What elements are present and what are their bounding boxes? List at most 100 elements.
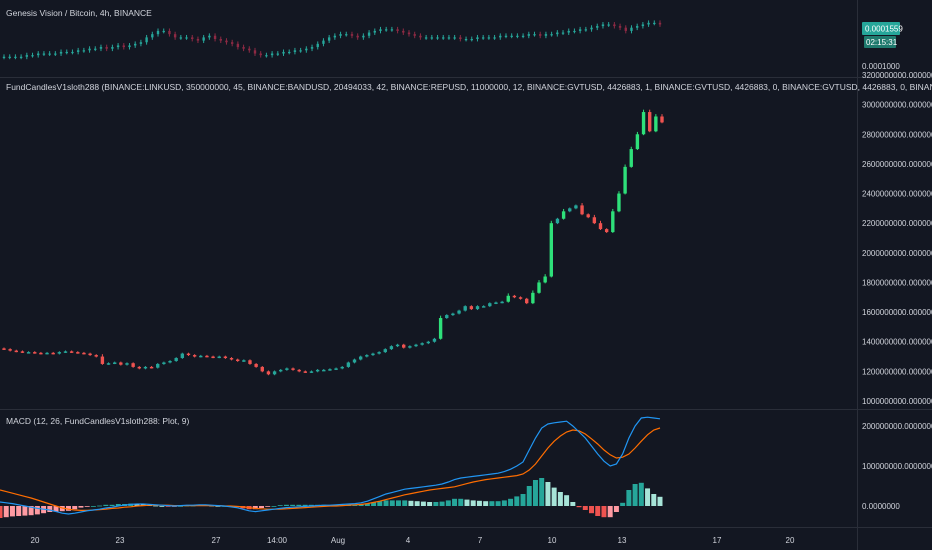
macd-histogram-bar — [595, 506, 601, 516]
candle-body — [568, 208, 572, 212]
candle-body — [648, 112, 652, 132]
candle-body — [463, 306, 467, 311]
top-candle-body — [544, 34, 548, 36]
macd-histogram-bar — [396, 500, 401, 506]
macd-pane[interactable]: MACD (12, 26, FundCandlesV1sloth288: Plo… — [0, 416, 932, 518]
macd-histogram-bar — [576, 506, 582, 508]
candle-body — [494, 302, 498, 304]
top-candle-body — [578, 29, 582, 31]
top-candle-body — [225, 40, 228, 43]
candle-body — [297, 369, 301, 372]
macd-pane-title: MACD (12, 26, FundCandlesV1sloth288: Plo… — [6, 416, 189, 426]
candle-body — [242, 360, 246, 362]
top-candle-body — [601, 24, 605, 27]
top-candle-body — [316, 43, 319, 48]
top-pane-title: Genesis Vision / Bitcoin, 4h, BINANCE — [6, 8, 152, 18]
macd-histogram-bar — [115, 504, 121, 506]
main-y-tick-label: 3200000000.0000000 — [862, 71, 932, 80]
top-candle-body — [607, 24, 610, 26]
candle-body — [414, 344, 418, 347]
top-candle-body — [533, 34, 536, 36]
candle-body — [248, 360, 252, 364]
candle-body — [598, 223, 603, 230]
top-pane-y-tick: 0.0001000 — [862, 62, 900, 71]
macd-histogram-bar — [433, 502, 439, 506]
macd-histogram-bar — [613, 506, 619, 512]
top-candle-body — [567, 30, 570, 33]
macd-histogram-bar — [103, 504, 109, 506]
candle-body — [106, 363, 111, 365]
top-candle-body — [213, 35, 217, 39]
main-y-tick-label: 2400000000.0000000 — [862, 190, 932, 199]
top-candle-body — [162, 30, 165, 33]
top-candle-body — [151, 34, 154, 38]
top-candle-body — [185, 37, 188, 39]
top-candle-body — [521, 35, 525, 37]
time-axis-label: 20 — [786, 536, 795, 545]
top-candle-body — [590, 27, 593, 30]
time-axis[interactable]: 20 23 27 14:00 Aug 4 7 10 13 17 20 — [31, 536, 795, 545]
top-candle-body — [288, 51, 291, 54]
candle-body — [592, 217, 597, 224]
macd-histogram-bar — [34, 506, 40, 515]
top-candle-body — [282, 51, 285, 54]
candle-body — [8, 349, 12, 351]
macd-histogram-bar — [458, 498, 464, 506]
top-candle-body — [71, 51, 74, 54]
top-price-tag[interactable]: 0.0001559 02:15:31 — [862, 22, 903, 48]
candle-body — [156, 363, 160, 368]
candle-body — [291, 368, 295, 370]
candle-body — [408, 346, 412, 348]
macd-histogram-bar — [277, 505, 283, 506]
top-pane[interactable]: Genesis Vision / Bitcoin, 4h, BINANCE 0.… — [2, 8, 904, 71]
candle-body — [315, 369, 320, 372]
main-pane[interactable]: FundCandlesV1sloth288 (BINANCE:LINKUSD, … — [2, 71, 932, 406]
macd-histogram-bar — [290, 504, 296, 506]
top-candle-body — [179, 37, 183, 39]
macd-histogram-bar — [532, 480, 538, 506]
main-pane-candles — [2, 109, 664, 376]
candle-body — [629, 149, 633, 167]
top-candle-body — [504, 35, 508, 37]
top-candle-body — [82, 50, 86, 52]
top-candle-body — [424, 37, 428, 39]
candle-body — [223, 356, 228, 359]
macd-histogram-bar — [651, 494, 657, 506]
main-y-tick-label: 2000000000.0000000 — [862, 249, 932, 258]
candle-body — [574, 205, 578, 209]
top-candle-body — [561, 32, 565, 34]
top-candle-body — [310, 47, 314, 49]
candle-body — [180, 353, 185, 359]
candle-body — [100, 356, 105, 364]
top-candle-body — [37, 53, 40, 56]
macd-y-tick-label: 100000000.0000000 — [862, 462, 932, 471]
candle-body — [451, 313, 455, 316]
top-candle-body — [396, 29, 399, 31]
candle-body — [506, 295, 510, 302]
time-axis-label: 4 — [406, 536, 411, 545]
macd-histogram-bar — [414, 501, 420, 506]
candle-body — [402, 344, 406, 348]
macd-histogram-bar — [489, 501, 495, 506]
macd-histogram-bar — [601, 506, 607, 518]
top-candle-body — [539, 34, 542, 36]
top-candle-body — [173, 34, 177, 38]
time-axis-label: 20 — [31, 536, 40, 545]
top-candle-body — [208, 35, 211, 38]
top-candle-body — [259, 53, 262, 56]
main-y-tick-label: 1000000000.0000000 — [862, 397, 932, 406]
top-candle-body — [407, 32, 411, 35]
top-candle-body — [459, 37, 462, 39]
candle-body — [438, 318, 443, 339]
top-candle-body — [8, 56, 11, 58]
main-pane-title: FundCandlesV1sloth288 (BINANCE:LINKUSD, … — [6, 82, 932, 92]
top-candle-body — [635, 26, 639, 28]
macd-histogram-bar — [377, 501, 383, 506]
macd-histogram-bar — [90, 506, 96, 507]
candle-body — [377, 352, 381, 354]
top-candle-body — [202, 37, 205, 41]
top-candle-body — [658, 22, 662, 25]
candle-body — [531, 292, 535, 304]
